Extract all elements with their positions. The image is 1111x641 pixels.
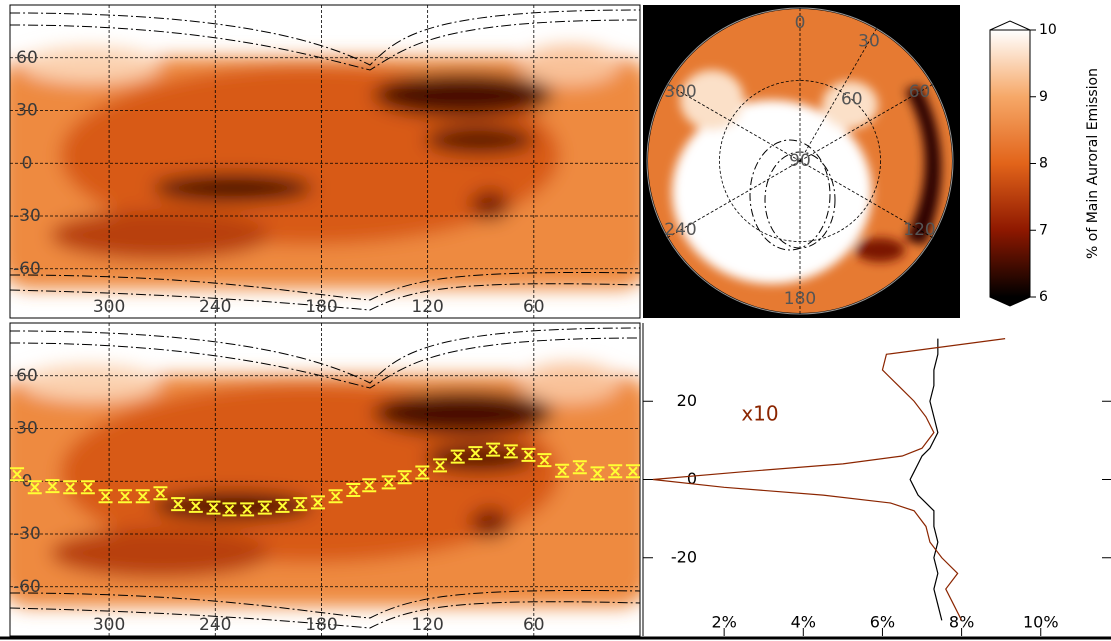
colorbar-label: % of Main Auroral Emission [1085, 68, 1101, 259]
data-line [910, 339, 942, 621]
x-tick-label: 2% [711, 613, 736, 632]
theta-tick-label: 60 [909, 82, 931, 102]
y-tick-label: -60 [13, 577, 41, 597]
y-tick-label: 60 [16, 48, 38, 68]
theta-tick-label: 240 [664, 220, 696, 240]
colorbar-tick-label: 7 [1039, 222, 1048, 238]
colorbar [990, 30, 1030, 297]
colorbar-tick-label: 9 [1039, 89, 1048, 105]
colorbar-extend-bottom [990, 297, 1030, 306]
y-tick-label: -30 [13, 524, 41, 544]
annotation: x10 [741, 402, 778, 426]
y-tick-label: 30 [16, 101, 38, 121]
colorbar-extend-top [990, 21, 1030, 30]
y-tick-label: 0 [687, 469, 697, 488]
colorbar-tick-label: 6 [1039, 289, 1048, 305]
x-tick-label: 180 [305, 297, 337, 317]
x-tick-label: 10% [1023, 613, 1059, 632]
x-tick-label: 60 [523, 615, 545, 635]
y-tick-label: -20 [671, 547, 697, 566]
r-tick-label: 60 [841, 89, 863, 109]
heatmap-top [0, 5, 650, 318]
x-tick-label: 60 [523, 297, 545, 317]
colorbar-tick-label: 8 [1039, 156, 1048, 172]
y-tick-label: 30 [16, 419, 38, 439]
data-line [653, 339, 1005, 621]
theta-tick-label: 300 [664, 82, 696, 102]
x-tick-label: 6% [870, 613, 895, 632]
heatmap-bottom [0, 323, 650, 636]
theta-tick-label: 0 [795, 13, 806, 33]
y-tick-label: 20 [677, 391, 697, 410]
x-tick-label: 300 [93, 615, 125, 635]
theta-tick-label: 180 [784, 289, 816, 309]
y-tick-label: 0 [22, 153, 33, 173]
y-tick-label: 60 [16, 366, 38, 386]
x-tick-label: 120 [411, 297, 443, 317]
x-tick-label: 300 [93, 297, 125, 317]
r-tick-label: 90 [789, 151, 811, 171]
colorbar-tick-label: 10 [1039, 22, 1057, 38]
x-tick-label: 4% [791, 613, 816, 632]
x-tick-label: 180 [305, 615, 337, 635]
theta-tick-label: 30 [858, 31, 880, 51]
x-tick-label: 240 [199, 297, 231, 317]
theta-tick-label: 120 [903, 220, 935, 240]
figure: 3002401801206060300-30-60030601201802403… [0, 0, 1111, 641]
x-tick-label: 120 [411, 615, 443, 635]
x-tick-label: 240 [199, 615, 231, 635]
y-tick-label: -30 [13, 206, 41, 226]
x-tick-label: 8% [949, 613, 974, 632]
y-tick-label: -60 [13, 259, 41, 279]
